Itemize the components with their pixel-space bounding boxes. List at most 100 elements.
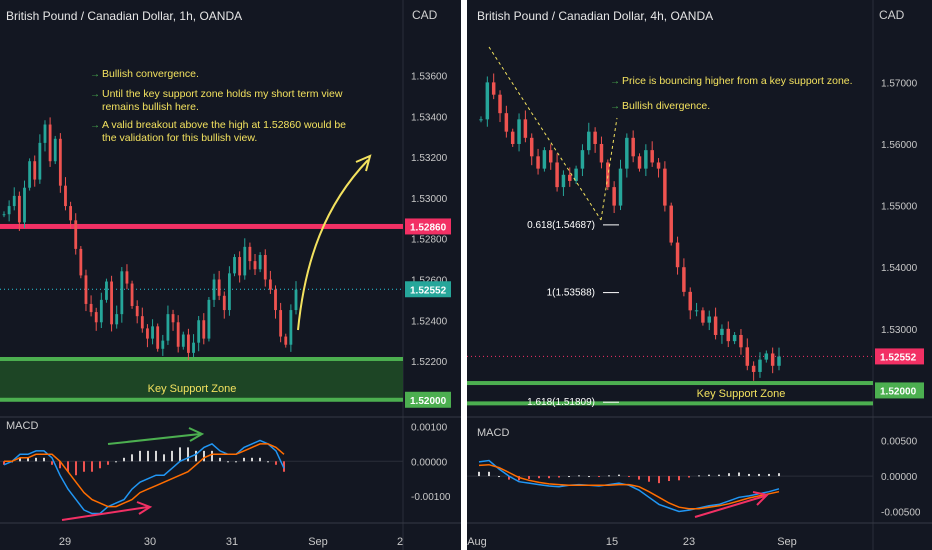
candle-body	[606, 162, 610, 188]
macd-histogram-bar	[678, 476, 680, 481]
price-tick-label: 1.53000	[411, 194, 448, 205]
candle-body	[181, 334, 185, 347]
candle-body	[48, 124, 52, 162]
candle-body	[675, 242, 680, 268]
candle-body	[707, 316, 711, 323]
candle-body	[33, 161, 37, 180]
candle-body	[79, 248, 83, 276]
candle-body	[625, 137, 629, 169]
macd-tick-label: -0.00100	[411, 492, 451, 503]
chart-panel-1h[interactable]: 1.53600 1.53400 1.53200 1.53000 1.52800 1.526…	[0, 0, 461, 550]
candle-body	[549, 150, 553, 163]
candle-body	[146, 328, 149, 339]
macd-histogram-bar	[131, 454, 133, 462]
candle-body	[217, 279, 221, 296]
macd-histogram-bar	[83, 461, 85, 472]
chart-1h-svg[interactable]: 1.53600 1.53400 1.53200 1.53000 1.52800 1.526…	[0, 0, 461, 550]
candle-body	[197, 320, 201, 343]
candle-body	[580, 150, 585, 169]
chart-panel-4h[interactable]: 0.618(1.54687) 1(1.53588) 1.618(1.51809) 1.…	[467, 0, 932, 550]
analysis-note: remains bullish here.	[102, 101, 199, 113]
macd-histogram-bar	[275, 461, 277, 465]
macd-histogram-bar	[115, 461, 117, 463]
time-tick-label: 30	[144, 536, 156, 548]
candle-body	[84, 275, 88, 304]
candle-body	[94, 312, 98, 323]
candle-body	[618, 168, 623, 206]
macd-histogram-bar	[768, 473, 770, 477]
resistance-price-tag: 1.52860	[410, 222, 447, 233]
candle-body	[125, 271, 129, 284]
candle-body	[233, 257, 236, 274]
macd-tick-label: 0.00000	[881, 472, 918, 483]
macd-histogram-bar	[59, 461, 61, 469]
macd-convergence-arrowhead	[188, 427, 205, 442]
macd-histogram-bar	[708, 474, 710, 477]
macd-histogram-bar	[243, 457, 245, 462]
price-low-arrowhead	[136, 501, 153, 515]
macd-histogram-bar	[147, 450, 149, 462]
note-bullet-arrow: →	[610, 76, 620, 87]
macd-histogram-bar	[688, 476, 690, 478]
macd-histogram-bar	[478, 471, 480, 477]
price-tick-label: 1.55000	[881, 202, 918, 213]
macd-histogram-bar	[211, 450, 213, 462]
candle-body	[631, 137, 635, 157]
candle-body	[227, 273, 231, 311]
candle-body	[187, 334, 190, 353]
candle-body	[120, 271, 124, 315]
macd-histogram-bar	[35, 457, 37, 462]
candle-body	[498, 94, 502, 114]
fib-swing-line-up	[600, 117, 618, 221]
candle-body	[593, 131, 597, 144]
macd-signal-line	[4, 443, 285, 508]
macd-histogram-bar	[628, 476, 630, 478]
current-price-tag: 1.52552	[410, 285, 447, 296]
price-tick-label: 1.52800	[411, 235, 448, 246]
candle-body	[663, 168, 667, 206]
candle-body	[243, 246, 247, 276]
candle-body	[523, 119, 528, 138]
fib-swing-line-down	[488, 46, 602, 221]
macd-histogram-bar	[91, 461, 93, 472]
candle-body	[166, 314, 170, 341]
macd-histogram-bar	[508, 476, 510, 480]
macd-histogram-bar	[139, 450, 141, 462]
price-tick-label: 1.52600	[411, 275, 448, 286]
macd-histogram-bar	[608, 475, 610, 477]
candle-body	[248, 246, 252, 262]
macd-histogram-bar	[43, 457, 45, 462]
macd-histogram-bar	[728, 473, 730, 477]
resistance-line	[0, 223, 403, 229]
candle-body	[38, 142, 42, 180]
macd-histogram-bar	[668, 476, 670, 482]
candle-body	[770, 353, 775, 366]
candle-body	[130, 283, 134, 306]
macd-histogram-bar	[588, 476, 590, 478]
candle-body	[294, 289, 298, 311]
macd-histogram-bar	[538, 476, 540, 479]
candle-body	[745, 347, 750, 366]
analysis-note: Price is bouncing higher from a key supp…	[622, 75, 853, 87]
support-zone-bottom-line	[0, 397, 403, 402]
candle-body	[2, 214, 6, 216]
candle-body	[561, 174, 566, 188]
note-bullet-arrow: →	[90, 89, 100, 100]
macd-histogram-bar	[738, 472, 740, 477]
price-tick-label: 1.54000	[881, 263, 918, 274]
candle-body	[751, 365, 756, 372]
candle-body	[171, 314, 175, 323]
macd-histogram-bar	[568, 476, 570, 478]
macd-histogram-bar	[179, 447, 181, 462]
candle-body	[69, 206, 73, 221]
macd-histogram-bar	[203, 450, 205, 462]
candle-body	[694, 310, 699, 312]
candle-body	[656, 162, 661, 169]
macd-histogram-bar	[558, 476, 560, 478]
macd-histogram-bar	[528, 476, 530, 479]
candle-body	[202, 320, 206, 339]
candle-body	[504, 113, 509, 132]
candle-body	[637, 156, 642, 169]
time-tick-label: 29	[59, 536, 71, 548]
chart-4h-svg[interactable]: 0.618(1.54687) 1(1.53588) 1.618(1.51809) 1.…	[467, 0, 932, 550]
